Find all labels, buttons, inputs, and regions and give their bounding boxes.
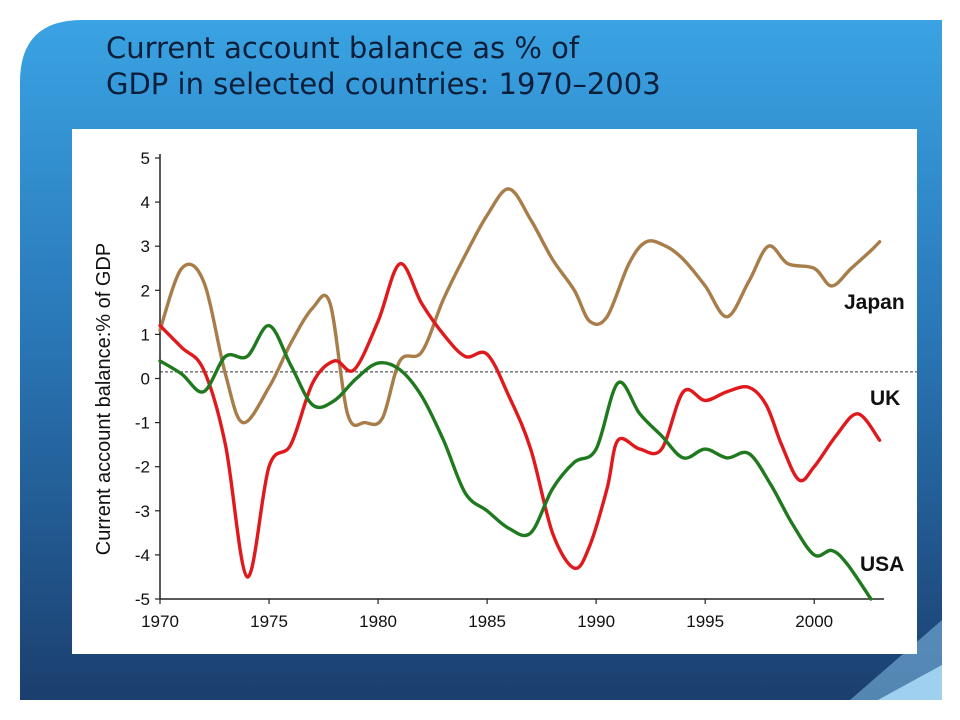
series-line-usa xyxy=(158,323,873,601)
label-uk: UK xyxy=(870,387,901,410)
x-tick-label: 2000 xyxy=(795,612,833,631)
slide-title-line-1: Current account balance as % of xyxy=(106,31,580,65)
x-tick-label: 1985 xyxy=(468,612,506,631)
line-chart: 5 4 3 2 1 0 -1 -2 -3 -4 -5 1970 1975 1980 1985 1990 1995… xyxy=(93,149,917,631)
y-tick-label: 0 xyxy=(141,370,150,389)
x-tick-label: 1980 xyxy=(359,612,397,631)
plot-panel: 5 4 3 2 1 0 -1 -2 -3 -4 -5 1970 1975 1980 1985 1990 1995… xyxy=(72,129,917,654)
label-japan: Japan xyxy=(844,291,905,314)
y-tick-label: -5 xyxy=(135,590,150,609)
y-tick-label: -3 xyxy=(135,502,150,521)
y-tick-label: 1 xyxy=(141,325,150,344)
label-usa: USA xyxy=(860,553,905,576)
slide-title-line-2: GDP in selected countries: 1970–2003 xyxy=(106,67,661,101)
series-line-uk xyxy=(158,262,882,579)
y-tick-label: 4 xyxy=(141,193,150,212)
x-tick-label: 1995 xyxy=(686,612,724,631)
series-line-japan xyxy=(158,187,882,428)
x-tick-label: 1975 xyxy=(250,612,288,631)
y-axis-label: Current account balance:% of GDP xyxy=(93,243,115,555)
slide-title: Current account balance as % of GDP in s… xyxy=(106,30,806,102)
y-tick-label: -4 xyxy=(135,546,150,565)
axis-layer: 5 4 3 2 1 0 -1 -2 -3 -4 -5 1970 1975 1980 1985 1990 1995… xyxy=(135,149,917,631)
series-layer xyxy=(158,187,882,601)
x-tick-label: 1970 xyxy=(141,612,179,631)
y-tick-label: -2 xyxy=(135,458,150,477)
y-tick-label: -1 xyxy=(135,414,150,433)
slide-accent-corner xyxy=(850,620,942,700)
y-tick-label: 2 xyxy=(141,281,150,300)
y-tick-label: 5 xyxy=(141,149,150,168)
x-tick-label: 1990 xyxy=(577,612,615,631)
y-tick-label: 3 xyxy=(141,237,150,256)
